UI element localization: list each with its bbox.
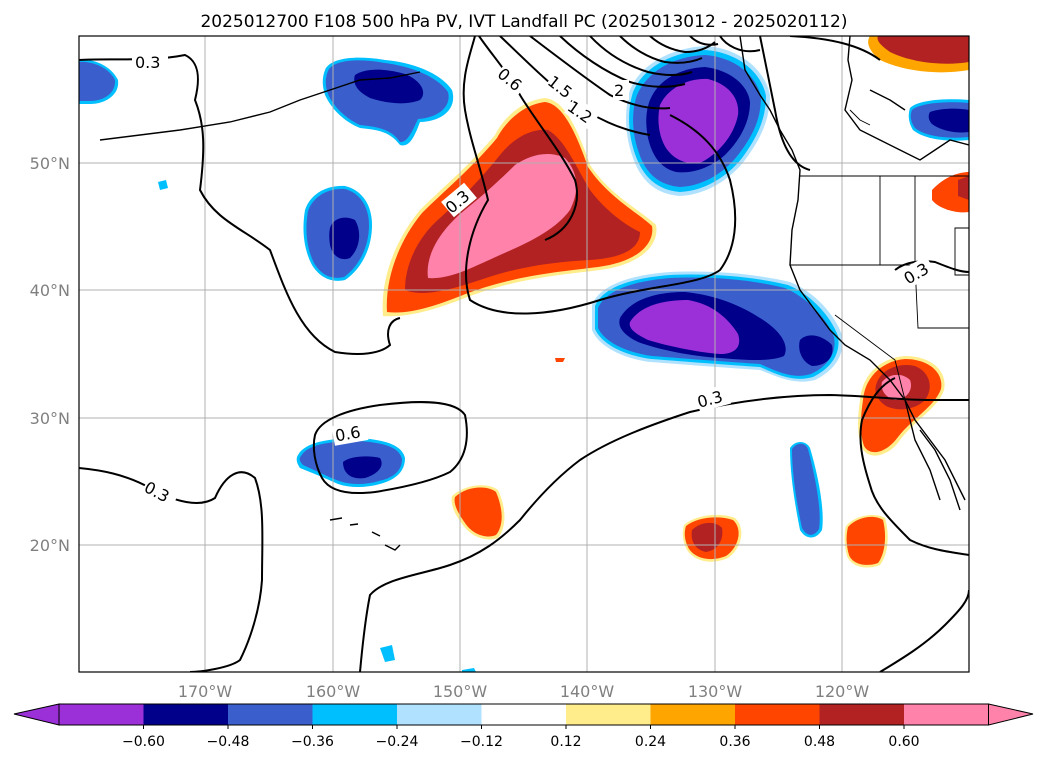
colorbar: −0.60 −0.48 −0.36 −0.24 −0.12 0.12 0.24 … [13,703,1034,750]
colorbar-segment [481,704,566,725]
lat-label: 50°N [30,154,70,173]
lon-label: 130°W [688,682,743,701]
colorbar-extend-min [13,703,60,726]
colorbar-tick-label: −0.24 [376,734,419,750]
colorbar-extend-max [988,703,1034,726]
colorbar-tick-label: −0.60 [122,734,165,750]
colorbar-tick-label: 0.36 [719,734,750,750]
colorbar-tick-label: 0.60 [888,734,919,750]
colorbar-tick-label: −0.36 [291,734,334,750]
contour-label: 0.6 [334,422,362,445]
colorbar-segment [566,704,651,725]
lat-label: 30°N [30,409,70,428]
colorbar-segment [650,704,735,725]
colorbar-segment [819,704,904,725]
colorbar-segment [735,704,820,725]
lat-label: 40°N [30,281,70,300]
positive-anomaly-fills [382,36,969,568]
colorbar-segment [312,704,397,725]
colorbar-ticks: −0.60 −0.48 −0.36 −0.24 −0.12 0.12 0.24 … [122,725,920,750]
map-panel: 0.3 0.6 1.5 1.2 2 0.3 0.3 0.6 0.3 0.3 [78,35,970,673]
lon-label: 160°W [306,682,361,701]
colorbar-segment [904,704,989,725]
coastlines [99,36,969,551]
map-frame [78,35,970,673]
colorbar-frame [58,703,989,726]
colorbar-tick-label: −0.48 [207,734,250,750]
colorbar-tick-label: 0.48 [804,734,835,750]
colorbar-tick-label: −0.12 [460,734,503,750]
colorbar-tick-label: 0.12 [550,734,581,750]
colorbar-segment [397,704,482,725]
graticule [79,36,969,672]
colorbar-tick-label: 0.24 [635,734,666,750]
lon-label: 150°W [433,682,488,701]
contour-label: 2 [614,81,624,100]
lon-label: 170°W [178,682,233,701]
latitude-labels: 50°N 40°N 30°N 20°N [30,154,70,555]
lon-label: 140°W [560,682,615,701]
lat-label: 20°N [30,536,70,555]
colorbar-segment [143,704,228,725]
colorbar-segment [59,704,144,725]
map-title: 2025012700 F108 500 hPa PV, IVT Landfall… [200,12,847,32]
contour-label: 0.3 [135,53,160,72]
longitude-labels: 170°W 160°W 150°W 140°W 130°W 120°W [178,682,870,701]
colorbar-segment [228,704,313,725]
lon-label: 120°W [815,682,870,701]
